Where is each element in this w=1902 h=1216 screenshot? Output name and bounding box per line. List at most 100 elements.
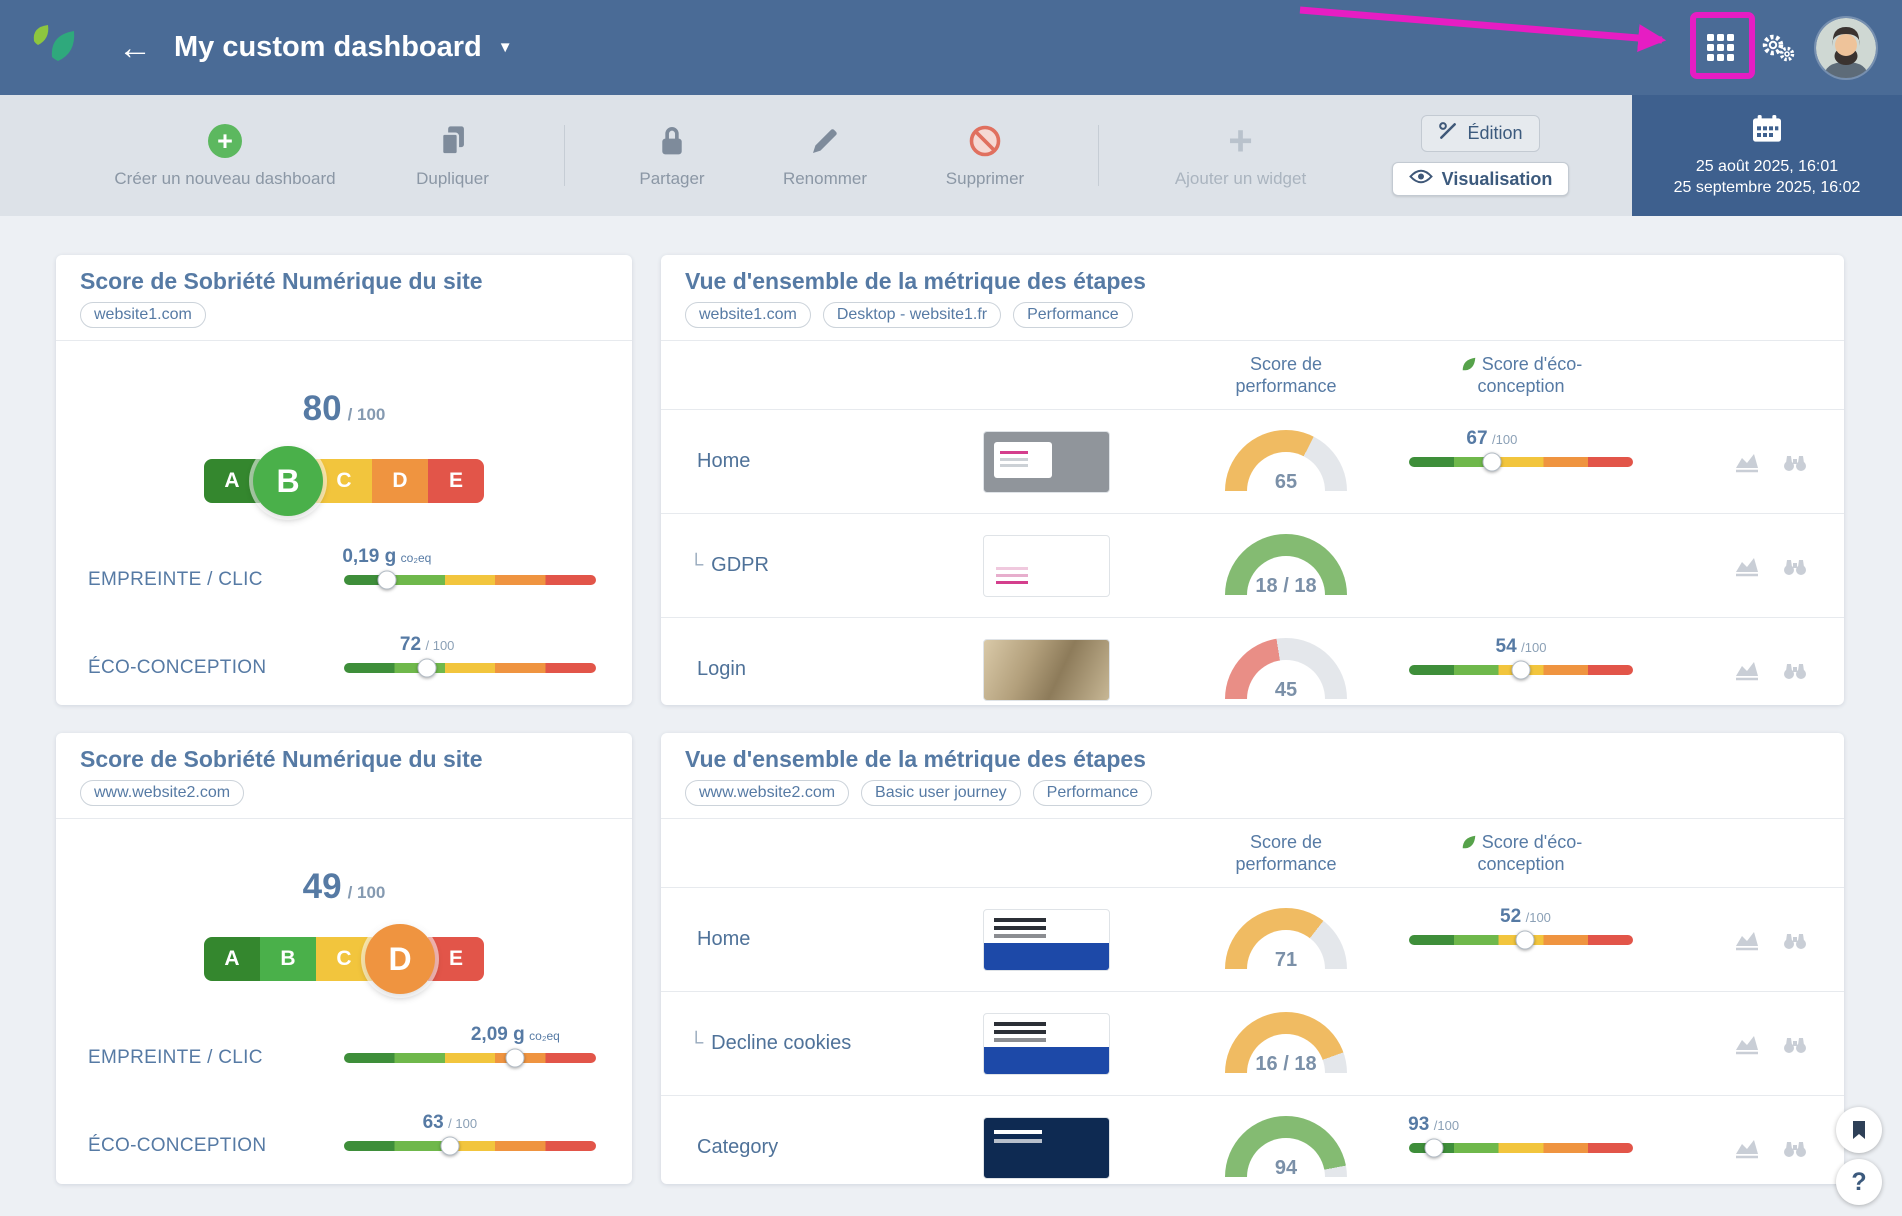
- grade-D-active: D: [365, 924, 435, 994]
- analysis-chart-icon[interactable]: [1734, 1033, 1760, 1055]
- performance-gauge: 45: [1225, 637, 1347, 702]
- footprint-label: EMPREINTE / CLIC: [88, 569, 263, 590]
- help-question-mark: ?: [1851, 1167, 1867, 1196]
- eco-column-header: Score d'éco-conception: [1436, 353, 1606, 398]
- plus-circle-icon: +: [208, 124, 242, 158]
- step-label: Login: [697, 658, 746, 680]
- chevron-down-icon[interactable]: ▼: [497, 39, 513, 56]
- sobriety-score-card-1: Score de Sobriété Numérique du site webs…: [56, 255, 632, 705]
- step-row-home: Home 65 67 /100: [661, 409, 1844, 513]
- bookmark-icon: [1853, 1121, 1865, 1139]
- table-header: Score de performance Score d'éco-concept…: [661, 341, 1844, 409]
- footprint-knob: [377, 570, 397, 590]
- grade-A: A: [204, 937, 260, 981]
- step-label: Home: [697, 928, 751, 950]
- grade-D: D: [372, 459, 428, 503]
- eco-column-header: Score d'éco-conception: [1436, 831, 1606, 876]
- eco-score-bar: 54 /100: [1409, 636, 1633, 679]
- gauge-value: 65: [1274, 470, 1298, 493]
- details-binoculars-icon[interactable]: [1782, 659, 1808, 681]
- analysis-chart-icon[interactable]: [1734, 659, 1760, 681]
- step-label: Home: [697, 450, 751, 472]
- visualisation-button[interactable]: Visualisation: [1391, 162, 1570, 196]
- lock-icon: [657, 122, 687, 160]
- pencil-icon: [809, 122, 841, 160]
- sobriety-score-card-2: Score de Sobriété Numérique du site www.…: [56, 733, 632, 1184]
- tools-icon: [1438, 121, 1458, 146]
- calendar-icon: [1751, 114, 1783, 149]
- step-label: Category: [697, 1136, 779, 1158]
- add-widget-button[interactable]: + Ajouter un widget: [1174, 117, 1307, 189]
- performance-column-header: Score de performance: [1235, 353, 1337, 397]
- eco-score-bar: 52 /100: [1409, 906, 1633, 949]
- create-dashboard-button[interactable]: + Créer un nouveau dashboard: [114, 124, 336, 188]
- step-screenshot: [982, 430, 1110, 493]
- color-scale-bar: [344, 575, 596, 585]
- gauge-value: 94: [1274, 1156, 1298, 1179]
- analysis-chart-icon[interactable]: [1734, 451, 1760, 473]
- performance-gauge: 94: [1225, 1115, 1347, 1180]
- leaf-icon: [1462, 357, 1476, 370]
- performance-gauge: 71: [1225, 907, 1347, 972]
- analysis-chart-icon[interactable]: [1734, 1137, 1760, 1159]
- copy-icon: [438, 122, 468, 160]
- topbar: ← My custom dashboard ▼: [0, 0, 1902, 95]
- color-scale-bar: [344, 1141, 596, 1151]
- details-binoculars-icon[interactable]: [1782, 1137, 1808, 1159]
- card-title: Vue d'ensemble de la métrique des étapes: [685, 268, 1146, 294]
- mode-switch: Édition Visualisation: [1388, 95, 1573, 216]
- site-chip: www.website2.com: [685, 780, 850, 806]
- step-label: Decline cookies: [711, 1032, 852, 1054]
- footprint-label: EMPREINTE / CLIC: [88, 1047, 263, 1068]
- grade-E: E: [428, 459, 484, 503]
- eco-score-bar: 67 /100: [1409, 428, 1633, 471]
- performance-gauge: 16 / 18: [1225, 1011, 1347, 1076]
- performance-column-header: Score de performance: [1235, 831, 1337, 875]
- site-chip: website1.com: [80, 302, 206, 328]
- prohibition-icon: [967, 122, 1003, 160]
- rename-button[interactable]: Renommer: [760, 95, 890, 216]
- step-screenshot: [982, 638, 1110, 701]
- duplicate-button[interactable]: Dupliquer: [385, 95, 520, 216]
- user-avatar[interactable]: [1816, 17, 1876, 78]
- details-binoculars-icon[interactable]: [1782, 929, 1808, 951]
- widgets-grid-icon[interactable]: [1707, 34, 1734, 61]
- footprint-bar: 2,09 g co₂eq: [344, 1024, 596, 1068]
- delete-button[interactable]: Supprimer: [920, 95, 1050, 216]
- substep-corner-glyph: └: [689, 1032, 704, 1054]
- global-score: 49/ 100: [302, 867, 386, 906]
- grade-B-active: B: [253, 446, 323, 516]
- app-logo-leaf-icon: [30, 23, 86, 72]
- details-binoculars-icon[interactable]: [1782, 451, 1808, 473]
- plus-icon: +: [1228, 117, 1253, 164]
- table-header: Score de performance Score d'éco-concept…: [661, 819, 1844, 887]
- date-end: 25 septembre 2025, 16:02: [1673, 179, 1861, 196]
- gauge-value: 45: [1274, 678, 1298, 701]
- date-range-picker[interactable]: 25 août 2025, 16:01 25 septembre 2025, 1…: [1632, 95, 1902, 216]
- details-binoculars-icon[interactable]: [1782, 1033, 1808, 1055]
- date-start: 25 août 2025, 16:01: [1695, 158, 1839, 175]
- settings-gears-icon[interactable]: [1758, 32, 1796, 64]
- share-button[interactable]: Partager: [607, 95, 737, 216]
- analysis-chart-icon[interactable]: [1734, 555, 1760, 577]
- back-arrow-icon[interactable]: ←: [118, 28, 152, 67]
- grade-C: C: [316, 459, 372, 503]
- bookmark-button[interactable]: [1836, 1107, 1882, 1153]
- details-binoculars-icon[interactable]: [1782, 555, 1808, 577]
- dashboard-title[interactable]: My custom dashboard: [174, 31, 482, 63]
- global-score: 80/ 100: [302, 389, 386, 428]
- help-button[interactable]: ?: [1836, 1159, 1882, 1205]
- eco-label: ÉCO-CONCEPTION: [88, 1135, 267, 1156]
- analysis-chart-icon[interactable]: [1734, 929, 1760, 951]
- toolbar-divider: [564, 125, 565, 186]
- grade-E: E: [428, 937, 484, 981]
- metric-chip: Performance: [1013, 302, 1133, 328]
- edition-button[interactable]: Édition: [1421, 115, 1540, 152]
- toolbar-divider: [1098, 125, 1099, 186]
- journey-chip: Basic user journey: [861, 780, 1021, 806]
- card-title: Vue d'ensemble de la métrique des étapes: [685, 746, 1146, 772]
- gauge-value: 71: [1274, 948, 1298, 971]
- step-row-gdpr: └ GDPR 18 / 18: [661, 513, 1844, 617]
